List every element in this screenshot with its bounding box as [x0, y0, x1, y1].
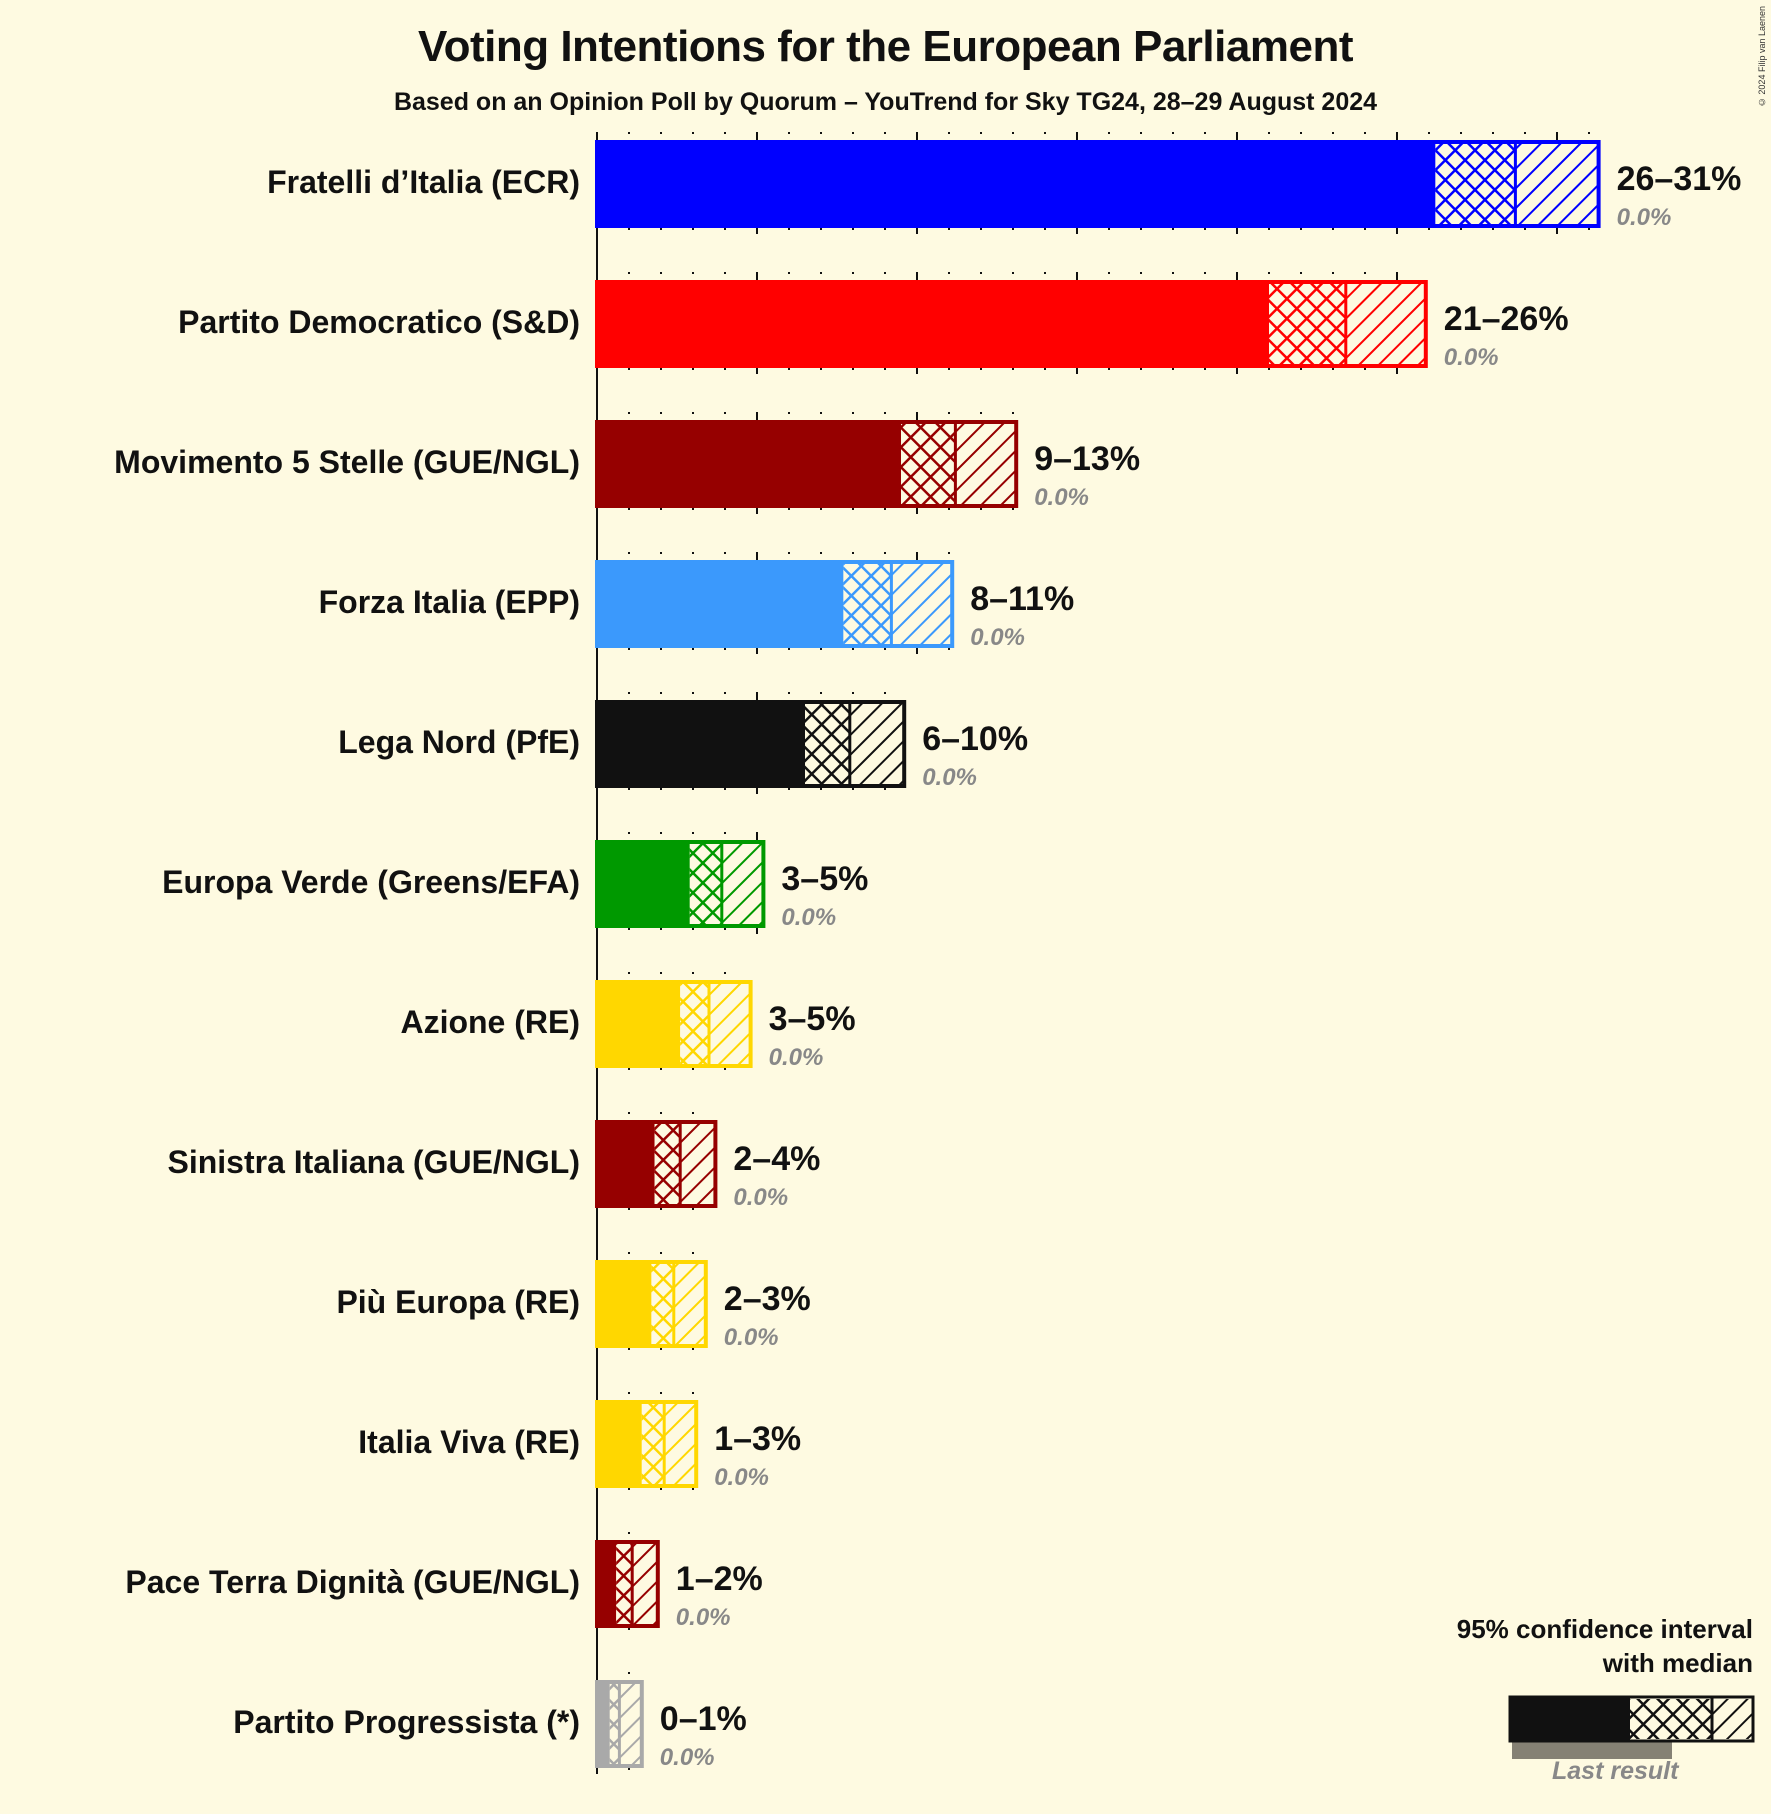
- bars: [595, 140, 1601, 1768]
- bar-group: [595, 1120, 718, 1208]
- bar-solid: [597, 142, 1436, 226]
- bar-ci-upper: [1515, 144, 1599, 224]
- last-result-label: 0.0%: [733, 1184, 789, 1211]
- bar-solid: [597, 1262, 652, 1346]
- bar-ci-lower: [843, 564, 892, 644]
- bar-ci-lower: [609, 1684, 620, 1764]
- bar-ci-upper: [849, 704, 905, 784]
- ci-range-label: 0–1%: [659, 1700, 747, 1738]
- bar-ci-upper: [1345, 284, 1426, 364]
- bar-ci-upper: [673, 1264, 706, 1344]
- last-result-label: 0.0%: [659, 1744, 715, 1771]
- bar-ci-upper: [891, 564, 953, 644]
- party-label: Forza Italia (EPP): [318, 584, 580, 620]
- chart-subtitle: Based on an Opinion Poll by Quorum – You…: [393, 88, 1378, 116]
- legend-line-2: with median: [1602, 1648, 1753, 1678]
- bar-ci-upper: [721, 844, 764, 924]
- legend-last-result-label: Last result: [1552, 1757, 1679, 1785]
- legend-text: 95% confidence interval with median: [1457, 1612, 1753, 1680]
- bar-group: [595, 420, 1019, 508]
- bar-group: [595, 1540, 660, 1628]
- bar-solid: [597, 282, 1269, 366]
- party-label: Partito Progressista (*): [233, 1704, 580, 1740]
- ci-range-label: 2–3%: [723, 1280, 811, 1318]
- last-result-label: 0.0%: [1616, 204, 1672, 231]
- last-result-label: 0.0%: [768, 1044, 824, 1071]
- ci-range-label: 1–3%: [714, 1420, 802, 1458]
- bar-group: [595, 840, 766, 928]
- party-label: Fratelli d’Italia (ECR): [267, 164, 580, 200]
- bar-ci-lower: [616, 1544, 633, 1624]
- last-result-label: 0.0%: [781, 904, 837, 931]
- bar-group: [595, 700, 907, 788]
- party-label: Pace Terra Dignità (GUE/NGL): [125, 1564, 580, 1600]
- bar-ci-lower: [689, 844, 722, 924]
- party-label: Movimento 5 Stelle (GUE/NGL): [114, 444, 580, 480]
- party-label: Italia Viva (RE): [358, 1424, 580, 1460]
- bar-group: [595, 140, 1601, 228]
- ci-range-label: 6–10%: [922, 720, 1029, 758]
- ci-range-label: 21–26%: [1443, 300, 1569, 338]
- bar-solid: [597, 842, 690, 926]
- party-label: Sinistra Italiana (GUE/NGL): [167, 1144, 580, 1180]
- ci-range-label: 1–2%: [675, 1560, 763, 1598]
- bar-group: [595, 980, 753, 1068]
- last-result-label: 0.0%: [1443, 344, 1499, 371]
- party-label: Lega Nord (PfE): [338, 724, 580, 760]
- bar-ci-lower: [654, 1124, 681, 1204]
- last-result-label: 0.0%: [723, 1324, 779, 1351]
- bar-solid: [597, 1402, 642, 1486]
- bar-group: [595, 560, 955, 648]
- party-label: Più Europa (RE): [336, 1284, 580, 1320]
- legend-graphic: [1508, 1695, 1755, 1759]
- last-result-label: 0.0%: [922, 764, 977, 791]
- last-result-label: 0.0%: [714, 1464, 769, 1491]
- bar-solid: [597, 1682, 610, 1766]
- bar-ci-lower: [805, 704, 850, 784]
- bar-group: [595, 1260, 708, 1348]
- bar-ci-upper: [619, 1684, 642, 1764]
- bar-ci-upper: [632, 1544, 658, 1624]
- last-result-label: 0.0%: [675, 1604, 731, 1631]
- bar-ci-lower: [641, 1404, 665, 1484]
- gridlines: [596, 132, 1590, 1774]
- bar-group: [595, 280, 1428, 368]
- ci-range-label: 3–5%: [781, 860, 869, 898]
- bar-ci-upper: [664, 1404, 697, 1484]
- bar-solid: [597, 702, 805, 786]
- bar-ci-upper: [680, 1124, 716, 1204]
- bar-solid: [597, 422, 901, 506]
- bar-solid: [597, 1542, 617, 1626]
- party-label: Partito Democratico (S&D): [178, 304, 580, 340]
- bar-group: [595, 1680, 644, 1768]
- ci-range-label: 3–5%: [768, 1000, 856, 1038]
- bar-solid: [597, 562, 844, 646]
- last-result-label: 0.0%: [1034, 484, 1089, 511]
- bar-ci-upper: [955, 424, 1017, 504]
- party-label: Europa Verde (Greens/EFA): [162, 864, 580, 900]
- chart-title: Voting Intentions for the European Parli…: [418, 22, 1353, 71]
- ci-range-label: 8–11%: [970, 580, 1075, 618]
- bar-ci-lower: [901, 424, 956, 504]
- bar-ci-upper: [709, 984, 751, 1064]
- party-label: Azione (RE): [400, 1004, 580, 1040]
- bar-ci-lower: [680, 984, 709, 1064]
- bar-group: [595, 1400, 699, 1488]
- bar-solid: [597, 1122, 655, 1206]
- bar-solid: [597, 982, 681, 1066]
- bar-ci-lower: [1269, 284, 1346, 364]
- last-result-label: 0.0%: [970, 624, 1025, 651]
- legend-line-1: 95% confidence interval: [1456, 1614, 1753, 1644]
- ci-range-label: 9–13%: [1034, 440, 1141, 478]
- ci-range-label: 2–4%: [733, 1140, 821, 1178]
- bar-ci-lower: [651, 1264, 674, 1344]
- bar-ci-lower: [1435, 144, 1516, 224]
- ci-range-label: 26–31%: [1616, 160, 1742, 198]
